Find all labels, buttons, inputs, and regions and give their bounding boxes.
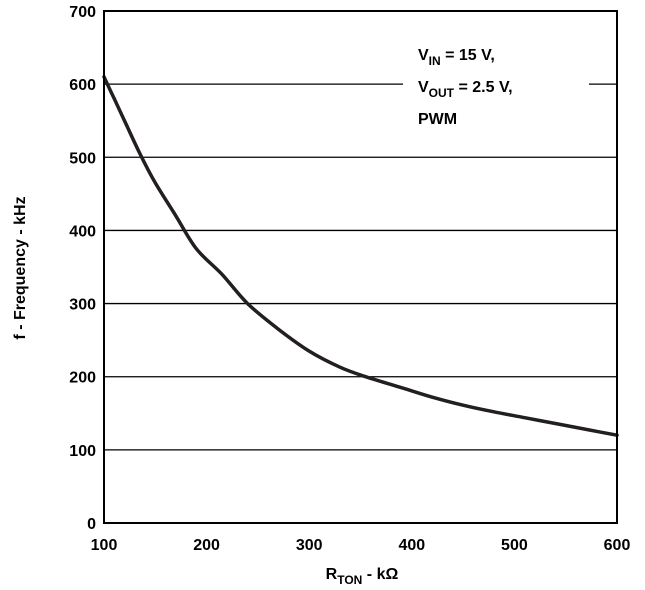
y-tick-label-400: 400	[69, 223, 96, 240]
annotation-background	[403, 32, 589, 132]
y-tick-label-300: 300	[69, 297, 96, 314]
annotation-line-1: VIN = 15 V,	[418, 47, 495, 68]
x-tick-label-100: 100	[91, 537, 118, 554]
x-tick-label-200: 200	[193, 537, 220, 554]
x-tick-label-500: 500	[501, 537, 528, 554]
x-tick-labels: 100 200 300 400 500 600	[91, 537, 631, 554]
y-tick-label-500: 500	[69, 150, 96, 167]
annotation-line-2: VOUT = 2.5 V,	[418, 79, 513, 100]
x-tick-label-600: 600	[604, 537, 631, 554]
y-tick-label-700: 700	[69, 4, 96, 21]
grid-lines	[104, 83, 617, 451]
y-tick-labels: 0 100 200 300 400 500 600 700	[69, 4, 96, 533]
x-tick-label-400: 400	[398, 537, 425, 554]
annotation-line-3: PWM	[418, 111, 457, 128]
y-axis-title: f - Frequency - kHz	[12, 196, 29, 339]
y-tick-label-200: 200	[69, 370, 96, 387]
x-axis-title: RTON - kΩ	[326, 566, 399, 587]
y-tick-label-0: 0	[87, 516, 96, 533]
plot-frame	[103, 10, 618, 524]
y-tick-label-100: 100	[69, 443, 96, 460]
y-tick-label-600: 600	[69, 77, 96, 94]
x-tick-label-300: 300	[296, 537, 323, 554]
frequency-curve	[102, 75, 619, 437]
